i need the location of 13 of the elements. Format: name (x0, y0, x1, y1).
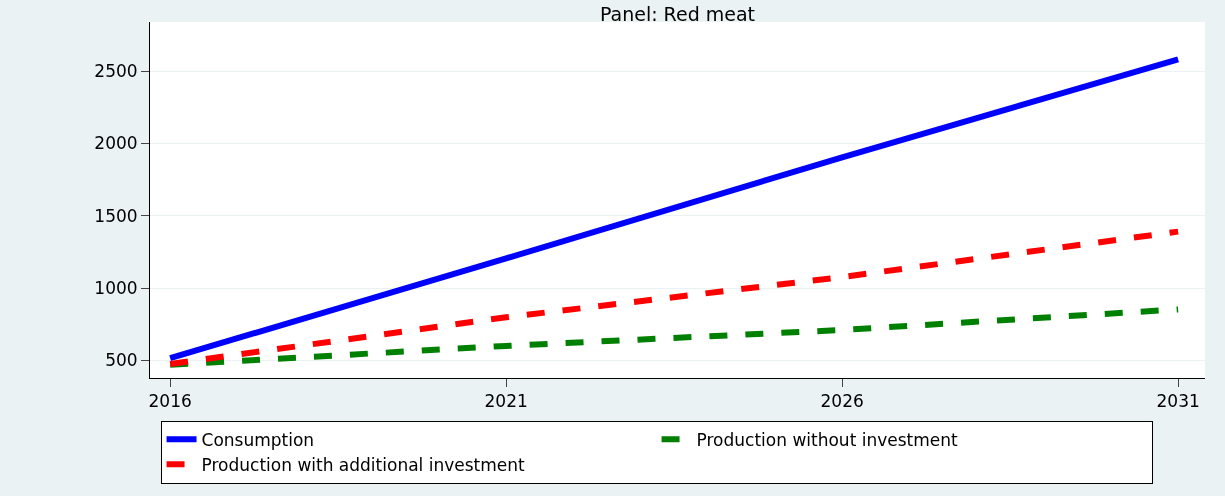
legend-label: Production with additional investment (201, 455, 526, 475)
chart-title: Panel: Red meat (599, 2, 756, 25)
y-tick-label: 1000 (94, 277, 138, 298)
y-tick-label: 1500 (94, 205, 138, 226)
x-tick-label: 2026 (820, 391, 864, 412)
legend-label: Consumption (201, 429, 315, 450)
x-tick-label: 2031 (1156, 391, 1200, 412)
x-tick-label: 2021 (484, 391, 528, 412)
legend-label: Production without investment (696, 429, 959, 450)
y-tick-label: 500 (105, 350, 138, 371)
y-tick-label: 2000 (94, 133, 138, 154)
x-tick-label: 2016 (148, 391, 192, 412)
y-tick-label: 2500 (94, 60, 138, 81)
